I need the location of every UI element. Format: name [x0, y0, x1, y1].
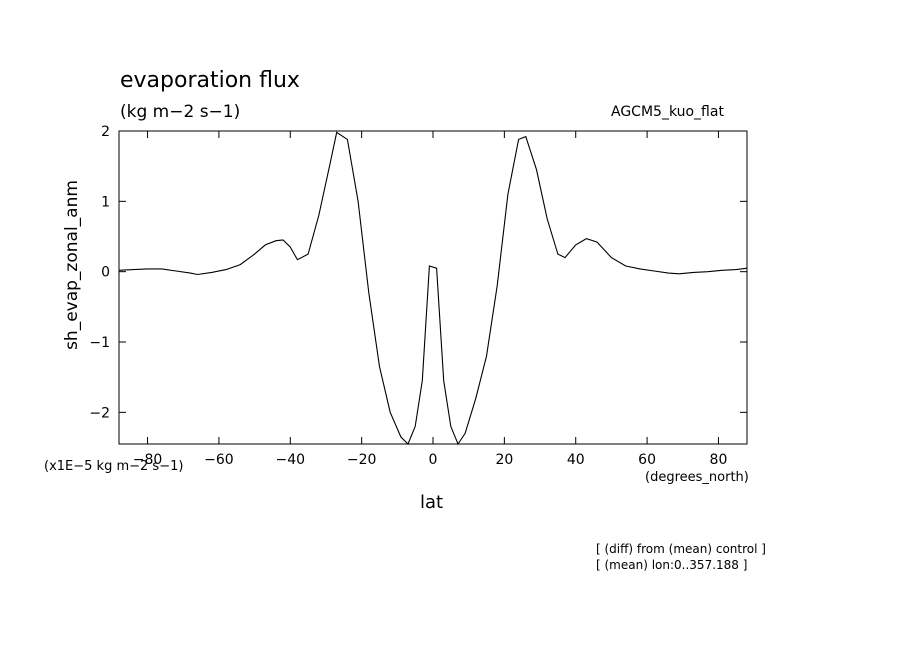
y-tick-label: 2 [101, 124, 110, 140]
x-axis: −80 −60 −40 −20 0 20 40 60 80 [133, 131, 728, 468]
y-axis: −2 −1 0 1 2 [89, 124, 747, 421]
x-tick-label: 0 [429, 452, 438, 468]
x-tick-label: −40 [275, 452, 305, 468]
x-tick-label: −60 [204, 452, 234, 468]
series-line [118, 131, 748, 446]
x-tick-label: −80 [133, 452, 163, 468]
scale-factor-label: (x1E−5 kg m−2 s−1) [44, 459, 184, 474]
units-label: (kg m−2 s−1) [120, 102, 241, 122]
x-tick-label: 60 [638, 452, 656, 468]
y-tick-label: 1 [101, 194, 110, 210]
mean-note: [ (mean) lon:0..357.188 ] [596, 558, 748, 572]
model-label: AGCM5_kuo_flat [611, 104, 724, 120]
x-tick-label: 80 [710, 452, 728, 468]
y-tick-label: −1 [89, 335, 110, 351]
x-tick-label: 20 [495, 452, 513, 468]
x-tick-label: −20 [347, 452, 377, 468]
x-axis-label: lat [420, 492, 444, 513]
y-tick-label: −2 [89, 405, 110, 421]
y-axis-label: sh_evap_zonal_anm [62, 180, 82, 350]
chart-title: evaporation flux [120, 68, 300, 93]
x-tick-label: 40 [567, 452, 585, 468]
plot-frame [118, 130, 748, 445]
x-axis-units: (degrees_north) [645, 470, 749, 485]
diff-note: [ (diff) from (mean) control ] [596, 542, 766, 556]
y-tick-label: 0 [101, 265, 110, 281]
